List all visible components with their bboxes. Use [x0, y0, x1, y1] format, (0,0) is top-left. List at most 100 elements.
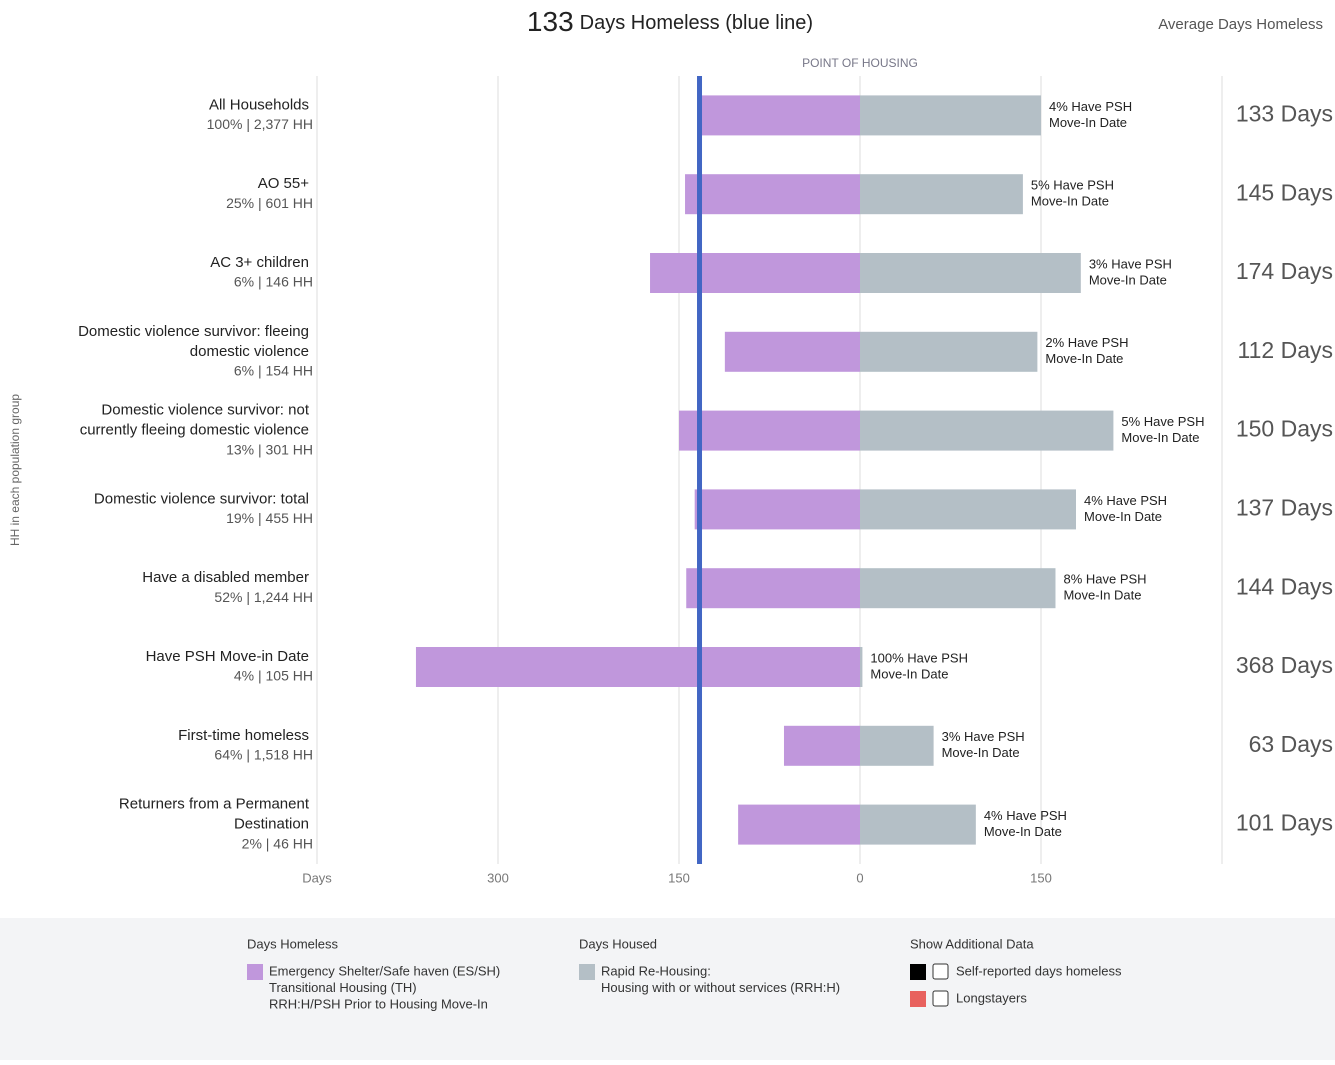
category-label: Returners from a Permanent — [119, 796, 310, 813]
bar-housed — [860, 568, 1056, 609]
legend-text: Transitional Housing (TH) — [269, 980, 417, 995]
value-label: 144 Days — [1236, 573, 1333, 599]
bar-housed — [860, 253, 1081, 293]
category-label: AC 3+ children — [210, 254, 309, 271]
y-axis-label: HH in each population group — [8, 394, 22, 546]
zero-label: POINT OF HOUSING — [802, 56, 918, 70]
category-label: AO 55+ — [258, 175, 310, 192]
category-sub: 64% | 1,518 HH — [214, 747, 313, 763]
category-sub: 100% | 2,377 HH — [207, 116, 313, 132]
bar-housed — [860, 804, 976, 845]
annotation: 3% Have PSH — [1089, 256, 1172, 271]
value-label: 101 Days — [1236, 810, 1333, 836]
bar-housed — [860, 489, 1076, 530]
legend-title: Show Additional Data — [910, 936, 1034, 951]
annotation: 4% Have PSH — [1049, 99, 1132, 114]
checkbox[interactable] — [932, 990, 949, 1007]
annotation: Move-In Date — [1031, 194, 1109, 209]
option-label: Longstayers — [956, 990, 1027, 1005]
title-value: 133 — [527, 6, 574, 37]
category-sub: 25% | 601 HH — [226, 195, 313, 211]
annotation: Move-In Date — [1049, 115, 1127, 130]
title-text: Days Homeless (blue line) — [580, 12, 813, 34]
annotation: Move-In Date — [870, 666, 948, 681]
category-sub: 6% | 154 HH — [234, 363, 313, 379]
checkbox[interactable] — [932, 963, 949, 980]
legend-text: RRH:H/PSH Prior to Housing Move-In — [269, 996, 488, 1011]
value-label: 63 Days — [1249, 731, 1333, 757]
bar-homeless — [686, 568, 860, 609]
category-label: Destination — [234, 816, 309, 833]
category-label: domestic violence — [190, 343, 309, 360]
bar-homeless — [679, 410, 860, 451]
bar-housed — [860, 410, 1114, 451]
x-tick-label: 150 — [668, 870, 690, 885]
bar-housed — [860, 95, 1041, 136]
bar-homeless — [694, 489, 860, 530]
annotation: Move-In Date — [1045, 351, 1123, 366]
value-label: 150 Days — [1236, 416, 1333, 442]
bar-housed — [860, 647, 863, 687]
annotation: Move-In Date — [1084, 509, 1162, 524]
legend-text: Rapid Re-Housing: — [601, 963, 711, 978]
category-label: First-time homeless — [178, 727, 309, 744]
category-sub: 52% | 1,244 HH — [214, 589, 313, 605]
bar-homeless — [415, 647, 860, 687]
right-header: Average Days Homeless — [1158, 16, 1323, 33]
category-sub: 6% | 146 HH — [234, 274, 313, 290]
legend-title: Days Housed — [579, 936, 657, 951]
annotation: Move-In Date — [1121, 430, 1199, 445]
bar-homeless — [650, 253, 860, 293]
annotation: Move-In Date — [1063, 588, 1141, 603]
x-axis-label: Days — [302, 870, 332, 885]
chart-title: 133 Days Homeless (blue line) — [527, 6, 813, 37]
annotation: 4% Have PSH — [984, 808, 1067, 823]
category-sub: 2% | 46 HH — [242, 835, 313, 851]
value-label: 137 Days — [1236, 494, 1333, 520]
legend-swatch — [579, 964, 595, 980]
category-label: All Households — [209, 96, 309, 113]
legend-panel — [0, 918, 1335, 1060]
bar-homeless — [685, 174, 860, 215]
legend-text: Housing with or without services (RRH:H) — [601, 980, 840, 995]
category-sub: 4% | 105 HH — [234, 668, 313, 684]
legend-title: Days Homeless — [247, 936, 339, 951]
category-sub: 13% | 301 HH — [226, 441, 313, 457]
annotation: 5% Have PSH — [1031, 178, 1114, 193]
annotation: 8% Have PSH — [1063, 572, 1146, 587]
annotation: 2% Have PSH — [1045, 335, 1128, 350]
category-label: Domestic violence survivor: total — [94, 490, 309, 507]
category-label: Have PSH Move-in Date — [146, 648, 309, 665]
category-label: Domestic violence survivor: fleeing — [78, 323, 309, 340]
value-label: 145 Days — [1236, 179, 1333, 205]
option-swatch — [910, 991, 926, 1007]
annotation: 5% Have PSH — [1121, 414, 1204, 429]
x-tick-label: 300 — [487, 870, 509, 885]
annotation: 100% Have PSH — [870, 650, 968, 665]
bar-housed — [860, 331, 1038, 372]
value-label: 174 Days — [1236, 258, 1333, 284]
x-tick-label: 150 — [1030, 870, 1052, 885]
legend-text: Emergency Shelter/Safe haven (ES/SH) — [269, 963, 500, 978]
annotation: Move-In Date — [1089, 272, 1167, 287]
bar-homeless — [783, 725, 860, 766]
category-label: Have a disabled member — [142, 569, 309, 586]
annotation: Move-In Date — [942, 745, 1020, 760]
bar-homeless — [738, 804, 860, 845]
bar-homeless — [699, 95, 860, 136]
annotation: 4% Have PSH — [1084, 493, 1167, 508]
bar-housed — [860, 725, 934, 766]
bar-housed — [860, 174, 1023, 215]
annotation: Move-In Date — [984, 824, 1062, 839]
legend-swatch — [247, 964, 263, 980]
category-label: Domestic violence survivor: not — [101, 402, 309, 419]
value-label: 368 Days — [1236, 652, 1333, 678]
value-label: 112 Days — [1238, 337, 1333, 363]
value-label: 133 Days — [1236, 100, 1333, 126]
option-label: Self-reported days homeless — [956, 963, 1122, 978]
category-label: currently fleeing domestic violence — [80, 422, 309, 439]
x-tick-label: 0 — [856, 870, 863, 885]
annotation: 3% Have PSH — [942, 729, 1025, 744]
bar-homeless — [724, 331, 860, 372]
